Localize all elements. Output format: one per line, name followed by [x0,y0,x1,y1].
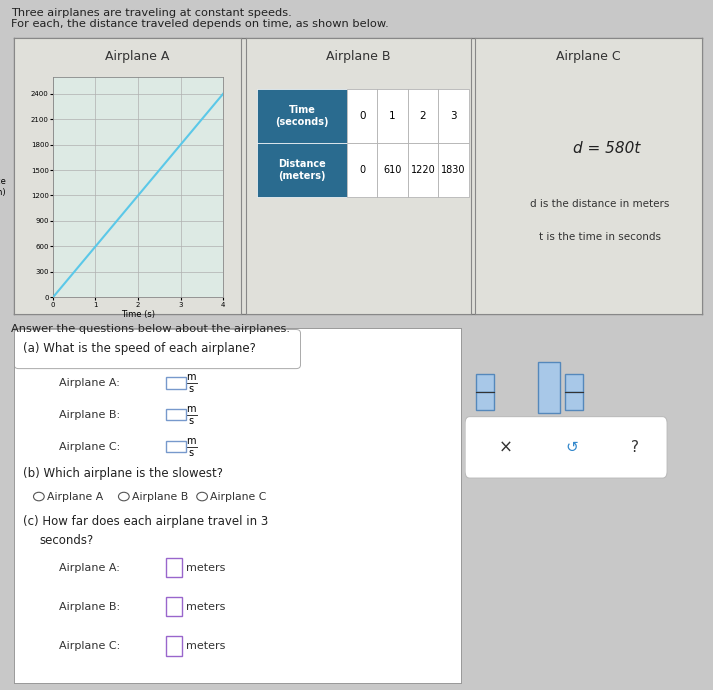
Text: 610: 610 [384,165,402,175]
FancyBboxPatch shape [538,362,560,413]
Text: 1220: 1220 [411,165,436,175]
Y-axis label: Distance
(m): Distance (m) [0,177,6,197]
Text: 0: 0 [359,111,366,121]
Text: s: s [188,416,193,426]
Text: Airplane C:: Airplane C: [59,641,120,651]
FancyBboxPatch shape [257,89,347,143]
Text: m: m [186,404,195,414]
FancyBboxPatch shape [377,143,408,197]
Text: 2: 2 [420,111,426,121]
Text: Airplane A: Airplane A [47,491,103,502]
Text: For each, the distance traveled depends on time, as shown below.: For each, the distance traveled depends … [11,19,389,29]
FancyBboxPatch shape [166,377,186,388]
Text: ×: × [499,438,513,456]
Text: m: m [186,372,195,382]
Text: Airplane B: Airplane B [326,50,391,63]
Text: Airplane A: Airplane A [105,50,169,63]
Text: meters: meters [186,602,226,612]
Text: Airplane C:: Airplane C: [59,442,120,452]
Text: Airplane C: Airplane C [210,491,267,502]
Text: Answer the questions below about the airplanes.: Answer the questions below about the air… [11,324,289,334]
Text: Airplane C: Airplane C [556,50,621,63]
FancyBboxPatch shape [166,441,186,453]
FancyBboxPatch shape [14,330,300,368]
Text: Airplane B: Airplane B [132,491,188,502]
Text: ?: ? [631,440,640,455]
Text: seconds?: seconds? [40,535,94,547]
Text: t is the time in seconds: t is the time in seconds [539,232,661,241]
Text: 1830: 1830 [441,165,466,175]
Text: (a) What is the speed of each airplane?: (a) What is the speed of each airplane? [24,342,256,355]
FancyBboxPatch shape [166,597,182,616]
FancyBboxPatch shape [438,89,468,143]
Text: Airplane A:: Airplane A: [59,562,120,573]
FancyBboxPatch shape [347,89,377,143]
Text: 1: 1 [389,111,396,121]
FancyBboxPatch shape [465,417,667,478]
FancyBboxPatch shape [377,89,408,143]
Text: m: m [186,436,195,446]
X-axis label: Time (s): Time (s) [121,310,155,319]
FancyBboxPatch shape [408,89,438,143]
Text: Airplane B:: Airplane B: [59,602,120,612]
FancyBboxPatch shape [408,143,438,197]
Text: (b) Which airplane is the slowest?: (b) Which airplane is the slowest? [24,467,223,480]
FancyBboxPatch shape [166,558,182,578]
Text: Airplane B:: Airplane B: [59,410,120,420]
Text: (c) How far does each airplane travel in 3: (c) How far does each airplane travel in… [24,515,269,528]
FancyBboxPatch shape [476,392,494,411]
FancyBboxPatch shape [166,636,182,656]
Text: d is the distance in meters: d is the distance in meters [530,199,670,208]
Text: Three airplanes are traveling at constant speeds.: Three airplanes are traveling at constan… [11,8,292,18]
Text: 3: 3 [450,111,457,121]
FancyBboxPatch shape [347,143,377,197]
FancyBboxPatch shape [438,143,468,197]
FancyBboxPatch shape [565,392,583,411]
Text: Distance
(meters): Distance (meters) [278,159,326,181]
Text: ↺: ↺ [565,440,578,455]
FancyBboxPatch shape [565,373,583,392]
FancyBboxPatch shape [166,409,186,420]
FancyBboxPatch shape [257,143,347,197]
FancyBboxPatch shape [476,373,494,392]
Text: Airplane A:: Airplane A: [59,378,120,388]
Text: meters: meters [186,562,226,573]
Text: 0: 0 [359,165,365,175]
Text: Time
(seconds): Time (seconds) [275,105,329,127]
Text: s: s [188,384,193,394]
Text: meters: meters [186,641,226,651]
Text: d = 580t: d = 580t [573,141,640,156]
Text: s: s [188,448,193,458]
